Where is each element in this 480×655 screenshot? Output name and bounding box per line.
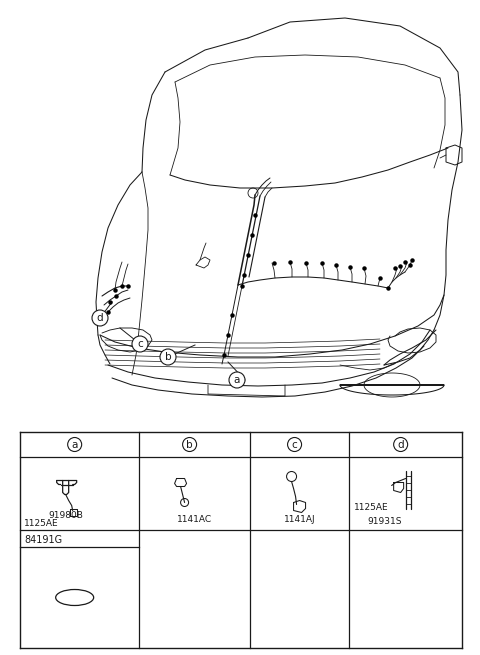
Text: c: c (137, 339, 143, 349)
Text: 91931S: 91931S (367, 517, 402, 526)
Text: 84191G: 84191G (24, 535, 62, 545)
Text: b: b (165, 352, 171, 362)
Circle shape (394, 438, 408, 451)
Text: 1141AC: 1141AC (177, 515, 212, 524)
Text: c: c (292, 440, 298, 449)
Circle shape (288, 438, 301, 451)
Circle shape (160, 349, 176, 365)
Text: a: a (234, 375, 240, 385)
Circle shape (92, 310, 108, 326)
Circle shape (68, 438, 82, 451)
Circle shape (182, 438, 197, 451)
Text: 1141AJ: 1141AJ (284, 515, 315, 524)
Text: 1125AE: 1125AE (354, 503, 389, 512)
Text: b: b (186, 440, 193, 449)
Circle shape (229, 372, 245, 388)
Circle shape (132, 336, 148, 352)
Text: 1125AE: 1125AE (24, 519, 59, 528)
Text: a: a (72, 440, 78, 449)
Text: d: d (397, 440, 404, 449)
Text: 91980B: 91980B (48, 511, 83, 520)
Text: d: d (96, 313, 103, 323)
